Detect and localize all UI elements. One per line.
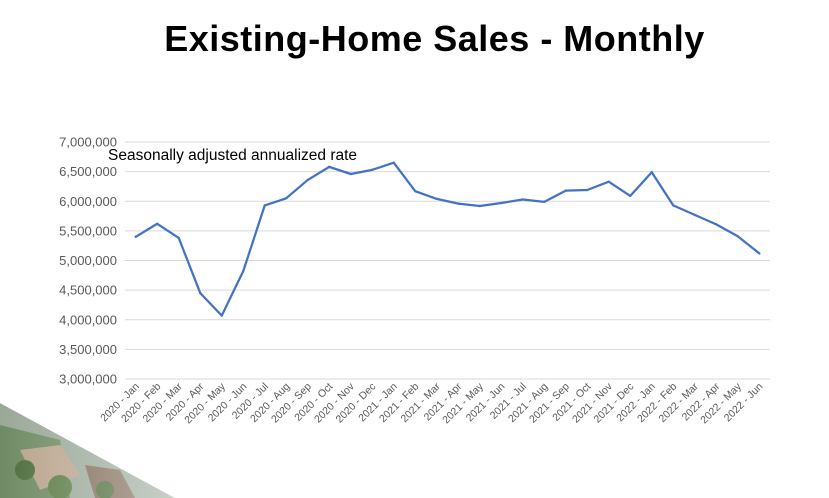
data-point [328,165,331,169]
page-title: Existing-Home Sales - Monthly [164,18,705,59]
data-point [543,200,546,204]
data-point [564,189,567,192]
gridlines [125,141,770,380]
building-photo-decoration [0,395,200,498]
data-point [586,188,589,192]
y-tick-label: 4,000,000 [59,312,117,327]
y-tick-label: 7,000,000 [59,135,117,150]
data-point [607,180,610,183]
chart-annotation: Seasonally adjusted annualized rate [108,147,357,164]
data-point [672,204,675,207]
series-layer [134,161,761,317]
data-point [220,314,223,317]
data-point [736,235,739,238]
data-point [306,178,309,182]
data-point [758,252,761,255]
data-point [177,236,180,240]
data-point [414,189,417,193]
y-tick-label: 6,000,000 [59,194,117,209]
data-point [134,235,137,238]
series-line [134,161,761,317]
data-point [392,161,395,164]
data-point [650,171,653,174]
data-point [263,204,266,207]
y-tick-label: 5,500,000 [59,223,117,238]
y-tick-label: 4,500,000 [59,283,117,298]
data-point [242,269,245,273]
data-point [371,168,374,172]
data-point [349,172,352,176]
y-tick-label: 3,500,000 [59,342,117,357]
data-point [500,201,503,205]
data-point [285,197,288,200]
data-point [156,222,159,225]
data-point [457,202,460,205]
y-tick-label: 3,000,000 [59,372,117,387]
data-point [715,223,718,226]
y-tick-label: 5,000,000 [59,253,117,268]
data-point [199,291,202,295]
data-point [521,198,524,201]
data-point [478,204,481,208]
y-axis-tick-labels: 3,000,000 3,500,000 4,000,000 4,500,000 5,00… [59,135,117,387]
data-point [629,194,632,198]
data-point [693,213,696,217]
y-tick-label: 6,500,000 [59,164,117,179]
data-point [435,197,438,201]
